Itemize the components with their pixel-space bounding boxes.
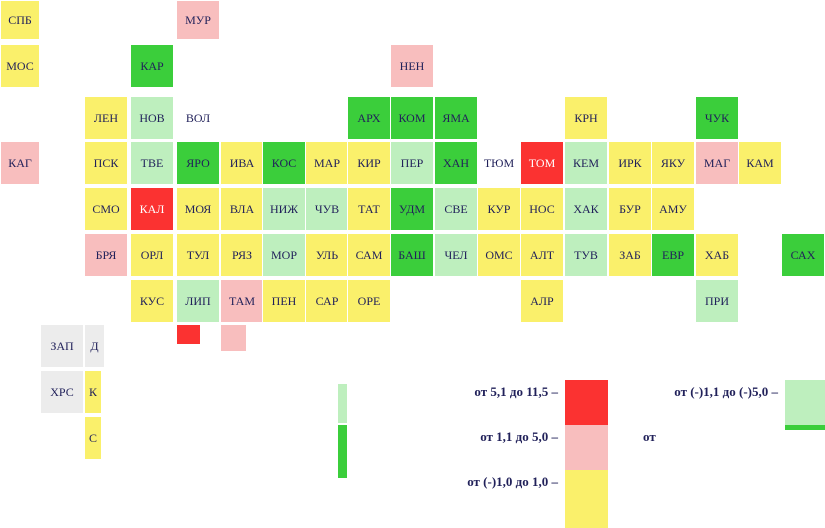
legend-swatch-green-strip — [785, 425, 825, 430]
region-cell: МОР — [262, 233, 306, 277]
region-cell: РЯЗ — [220, 233, 264, 277]
region-cell: НОС — [520, 187, 564, 231]
region-cell: ЧЕЛ — [434, 233, 478, 277]
region-cell: ПРИ — [695, 279, 739, 323]
region-cell: К — [84, 370, 102, 414]
region-cell: ЛЕН — [84, 96, 128, 140]
region-cell: УДМ — [390, 187, 434, 231]
region-cell: ХАБ — [695, 233, 739, 277]
region-cell: АЛТ — [520, 233, 564, 277]
region-cell: ЕВР — [651, 233, 695, 277]
region-cell: АЛР — [520, 279, 564, 323]
region-cell: ОМС — [477, 233, 521, 277]
region-cell: КУС — [130, 279, 174, 323]
region-cell: ПЕН — [262, 279, 306, 323]
region-cell: МАГ — [695, 141, 739, 185]
legend-label-pink-range: от 1,1 до 5,0 – — [480, 429, 558, 444]
region-cell: ПСК — [84, 141, 128, 185]
region-cell: ЯМА — [434, 96, 478, 140]
legend-swatch-red — [565, 380, 608, 425]
region-cell: ТАТ — [347, 187, 391, 231]
region-cell: ТВЕ — [130, 141, 174, 185]
region-cell: ЯКУ — [651, 141, 695, 185]
legend-label-lightgreen-range: от (-)1,1 до (-)5,0 – — [674, 384, 778, 399]
region-cell: СВЕ — [434, 187, 478, 231]
region-cell: БРЯ — [84, 233, 128, 277]
region-cell: НОВ — [130, 96, 174, 140]
legend-label-red-range: от 5,1 до 11,5 – — [474, 384, 558, 399]
region-cell: КЕМ — [564, 141, 608, 185]
region-cell: С — [84, 416, 102, 460]
map-fragment — [337, 424, 348, 479]
region-cell: БУР — [608, 187, 652, 231]
region-cell: МОЯ — [176, 187, 220, 231]
region-cell: ЗАП — [40, 324, 84, 368]
region-cell: ВЛА — [220, 187, 264, 231]
region-cell: ПЕР — [390, 141, 434, 185]
region-cell: КОС — [262, 141, 306, 185]
region-cell: АМУ — [651, 187, 695, 231]
legend-label-yellow-range: от (-)1,0 до 1,0 – — [467, 474, 558, 489]
region-cell: МАР — [305, 141, 349, 185]
region-cell: ХАК — [564, 187, 608, 231]
region-cell: БАШ — [390, 233, 434, 277]
region-cell: НЕН — [390, 44, 434, 88]
region-cell: СПБ — [0, 0, 40, 40]
region-cell: ХРС — [40, 370, 84, 414]
region-cell: САХ — [781, 233, 825, 277]
region-cell: ТУВ — [564, 233, 608, 277]
region-cell: ЯРО — [176, 141, 220, 185]
region-cell: КАР — [130, 44, 174, 88]
region-cell: ЧУК — [695, 96, 739, 140]
region-cell: САР — [305, 279, 349, 323]
region-cell: ТУЛ — [176, 233, 220, 277]
map-fragment — [337, 383, 348, 424]
region-cell: ЛИП — [176, 279, 220, 323]
map-fragment — [220, 324, 247, 352]
map-fragment — [176, 324, 201, 345]
region-cell: АРХ — [347, 96, 391, 140]
region-cell: СМО — [84, 187, 128, 231]
region-cell: ОРЕ — [347, 279, 391, 323]
legend-swatch-yellow — [565, 470, 608, 528]
region-cell: ВОЛ — [176, 96, 220, 140]
legend-swatch-lightgreen — [785, 380, 825, 425]
legend-label-green-range-partial: от — [643, 429, 656, 444]
region-cell: ИВА — [220, 141, 264, 185]
region-cell: КАЛ — [130, 187, 174, 231]
legend-swatch-pink — [565, 425, 608, 470]
region-cell: ХАН — [434, 141, 478, 185]
region-cell: Д — [84, 324, 105, 368]
region-cell: КРН — [564, 96, 608, 140]
region-cell: ТЮМ — [477, 141, 521, 185]
region-cell: ТОМ — [520, 141, 564, 185]
region-cell: КАМ — [738, 141, 782, 185]
region-cell: КОМ — [390, 96, 434, 140]
region-cell: ИРК — [608, 141, 652, 185]
region-cell: КАГ — [0, 141, 40, 185]
region-cell: КУР — [477, 187, 521, 231]
region-cell: САМ — [347, 233, 391, 277]
region-cell: МУР — [176, 0, 220, 40]
region-cell: МОС — [0, 44, 40, 88]
region-cell: ОРЛ — [130, 233, 174, 277]
region-cell: ТАМ — [220, 279, 264, 323]
region-cell: НИЖ — [262, 187, 306, 231]
